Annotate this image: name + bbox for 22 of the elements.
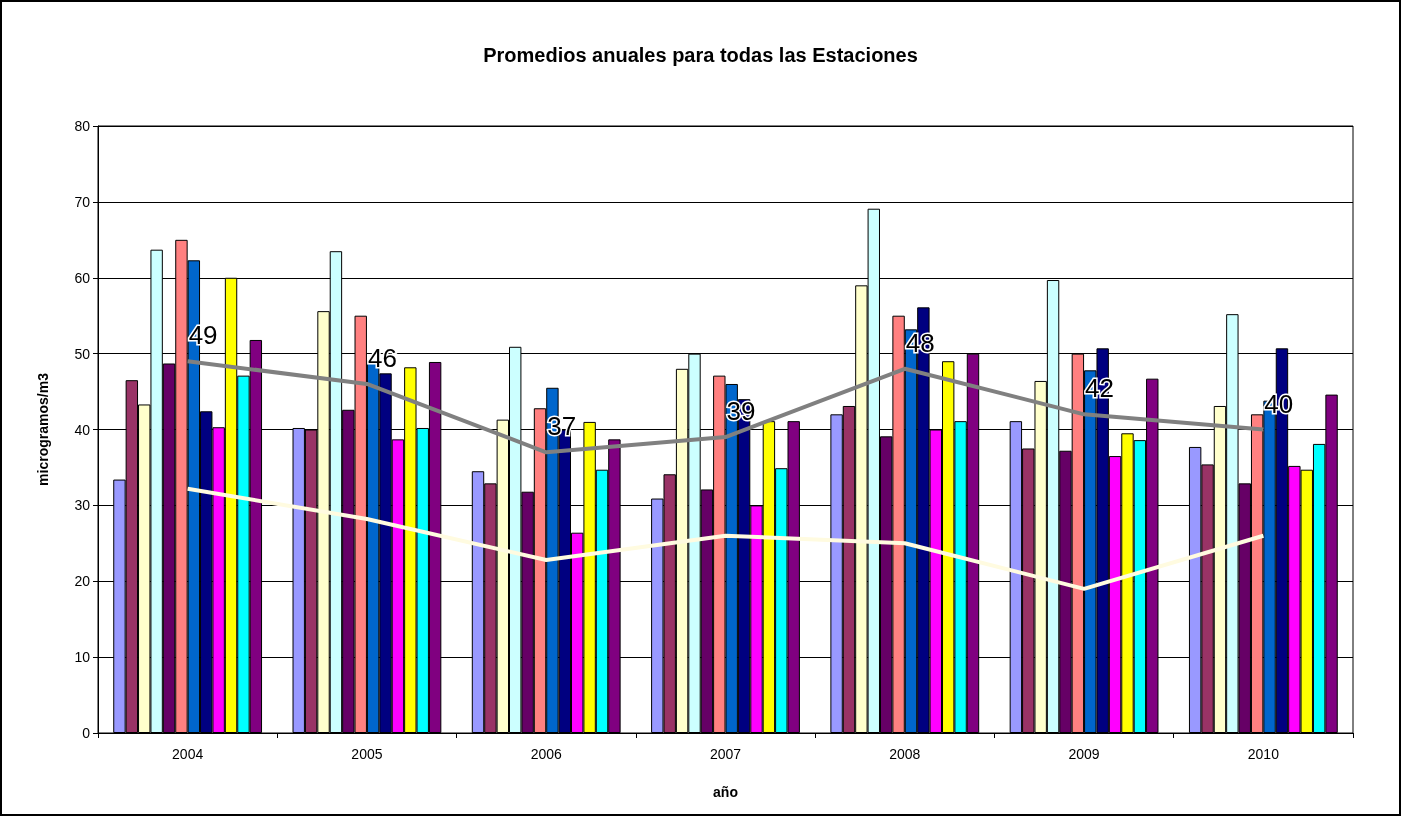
x-tick-label: 2004 [172,746,204,762]
x-tick-label: 2007 [709,746,742,762]
y-tick-label: 50 [74,345,91,362]
x-tick-label: 2009 [1068,746,1100,762]
y-tick-label: 40 [74,421,91,438]
y-axis-title: microgramos/m3 [35,372,51,486]
y-tick-label: 10 [74,649,91,666]
x-tick-label: 2005 [351,746,383,762]
data-label: 48 [905,327,935,358]
y-tick-label: 20 [74,573,91,590]
chart-title: Promedios anuales para todas las Estaciones [483,44,918,66]
x-tick-label: 2008 [889,746,921,762]
y-tick-label: 30 [74,497,91,514]
y-tick-label: 60 [74,269,91,286]
data-label: 37 [547,411,577,442]
x-tick-label: 2010 [1247,746,1280,762]
y-tick-label: 0 [82,725,91,741]
y-tick-label: 70 [74,193,91,210]
x-axis-title: año [713,784,738,800]
line-series [185,486,1266,591]
x-tick-label: 2006 [530,746,562,762]
y-tick-label: 80 [74,118,91,134]
